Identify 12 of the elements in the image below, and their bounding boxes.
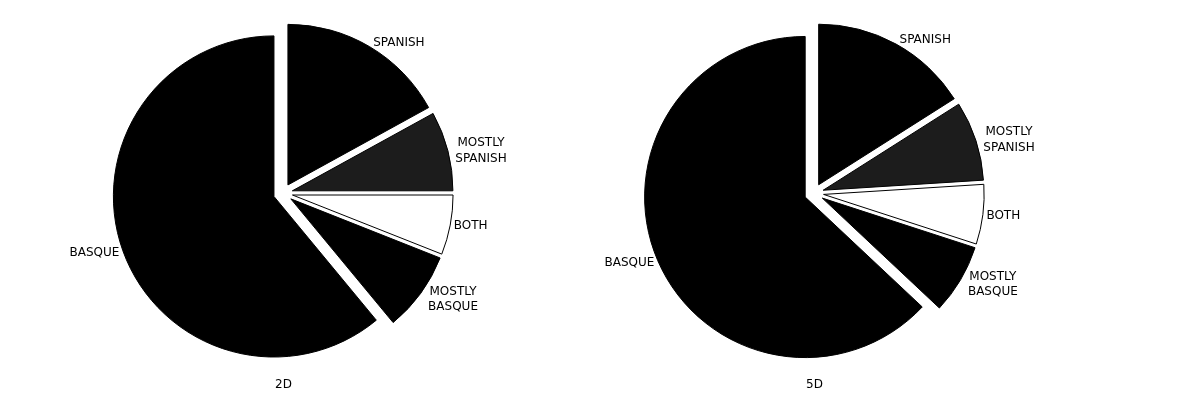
text: 2D (275, 377, 292, 391)
slice-label: SPANISH (373, 34, 425, 49)
slice-label: MOSTLY SPANISH (983, 124, 1035, 154)
slice-label: MOSTLY BASQUE (967, 268, 1018, 299)
slice-label: BOTH (986, 207, 1021, 222)
slice-label: BASQUE (69, 244, 120, 259)
slice-label: BASQUE (604, 254, 655, 269)
slice-label: MOSTLY BASQUE (428, 283, 478, 314)
slice-label: SPANISH (899, 31, 951, 46)
text: 5D (806, 377, 823, 391)
slice-label: BOTH (453, 218, 488, 233)
slice-label: MOSTLY SPANISH (455, 135, 507, 165)
